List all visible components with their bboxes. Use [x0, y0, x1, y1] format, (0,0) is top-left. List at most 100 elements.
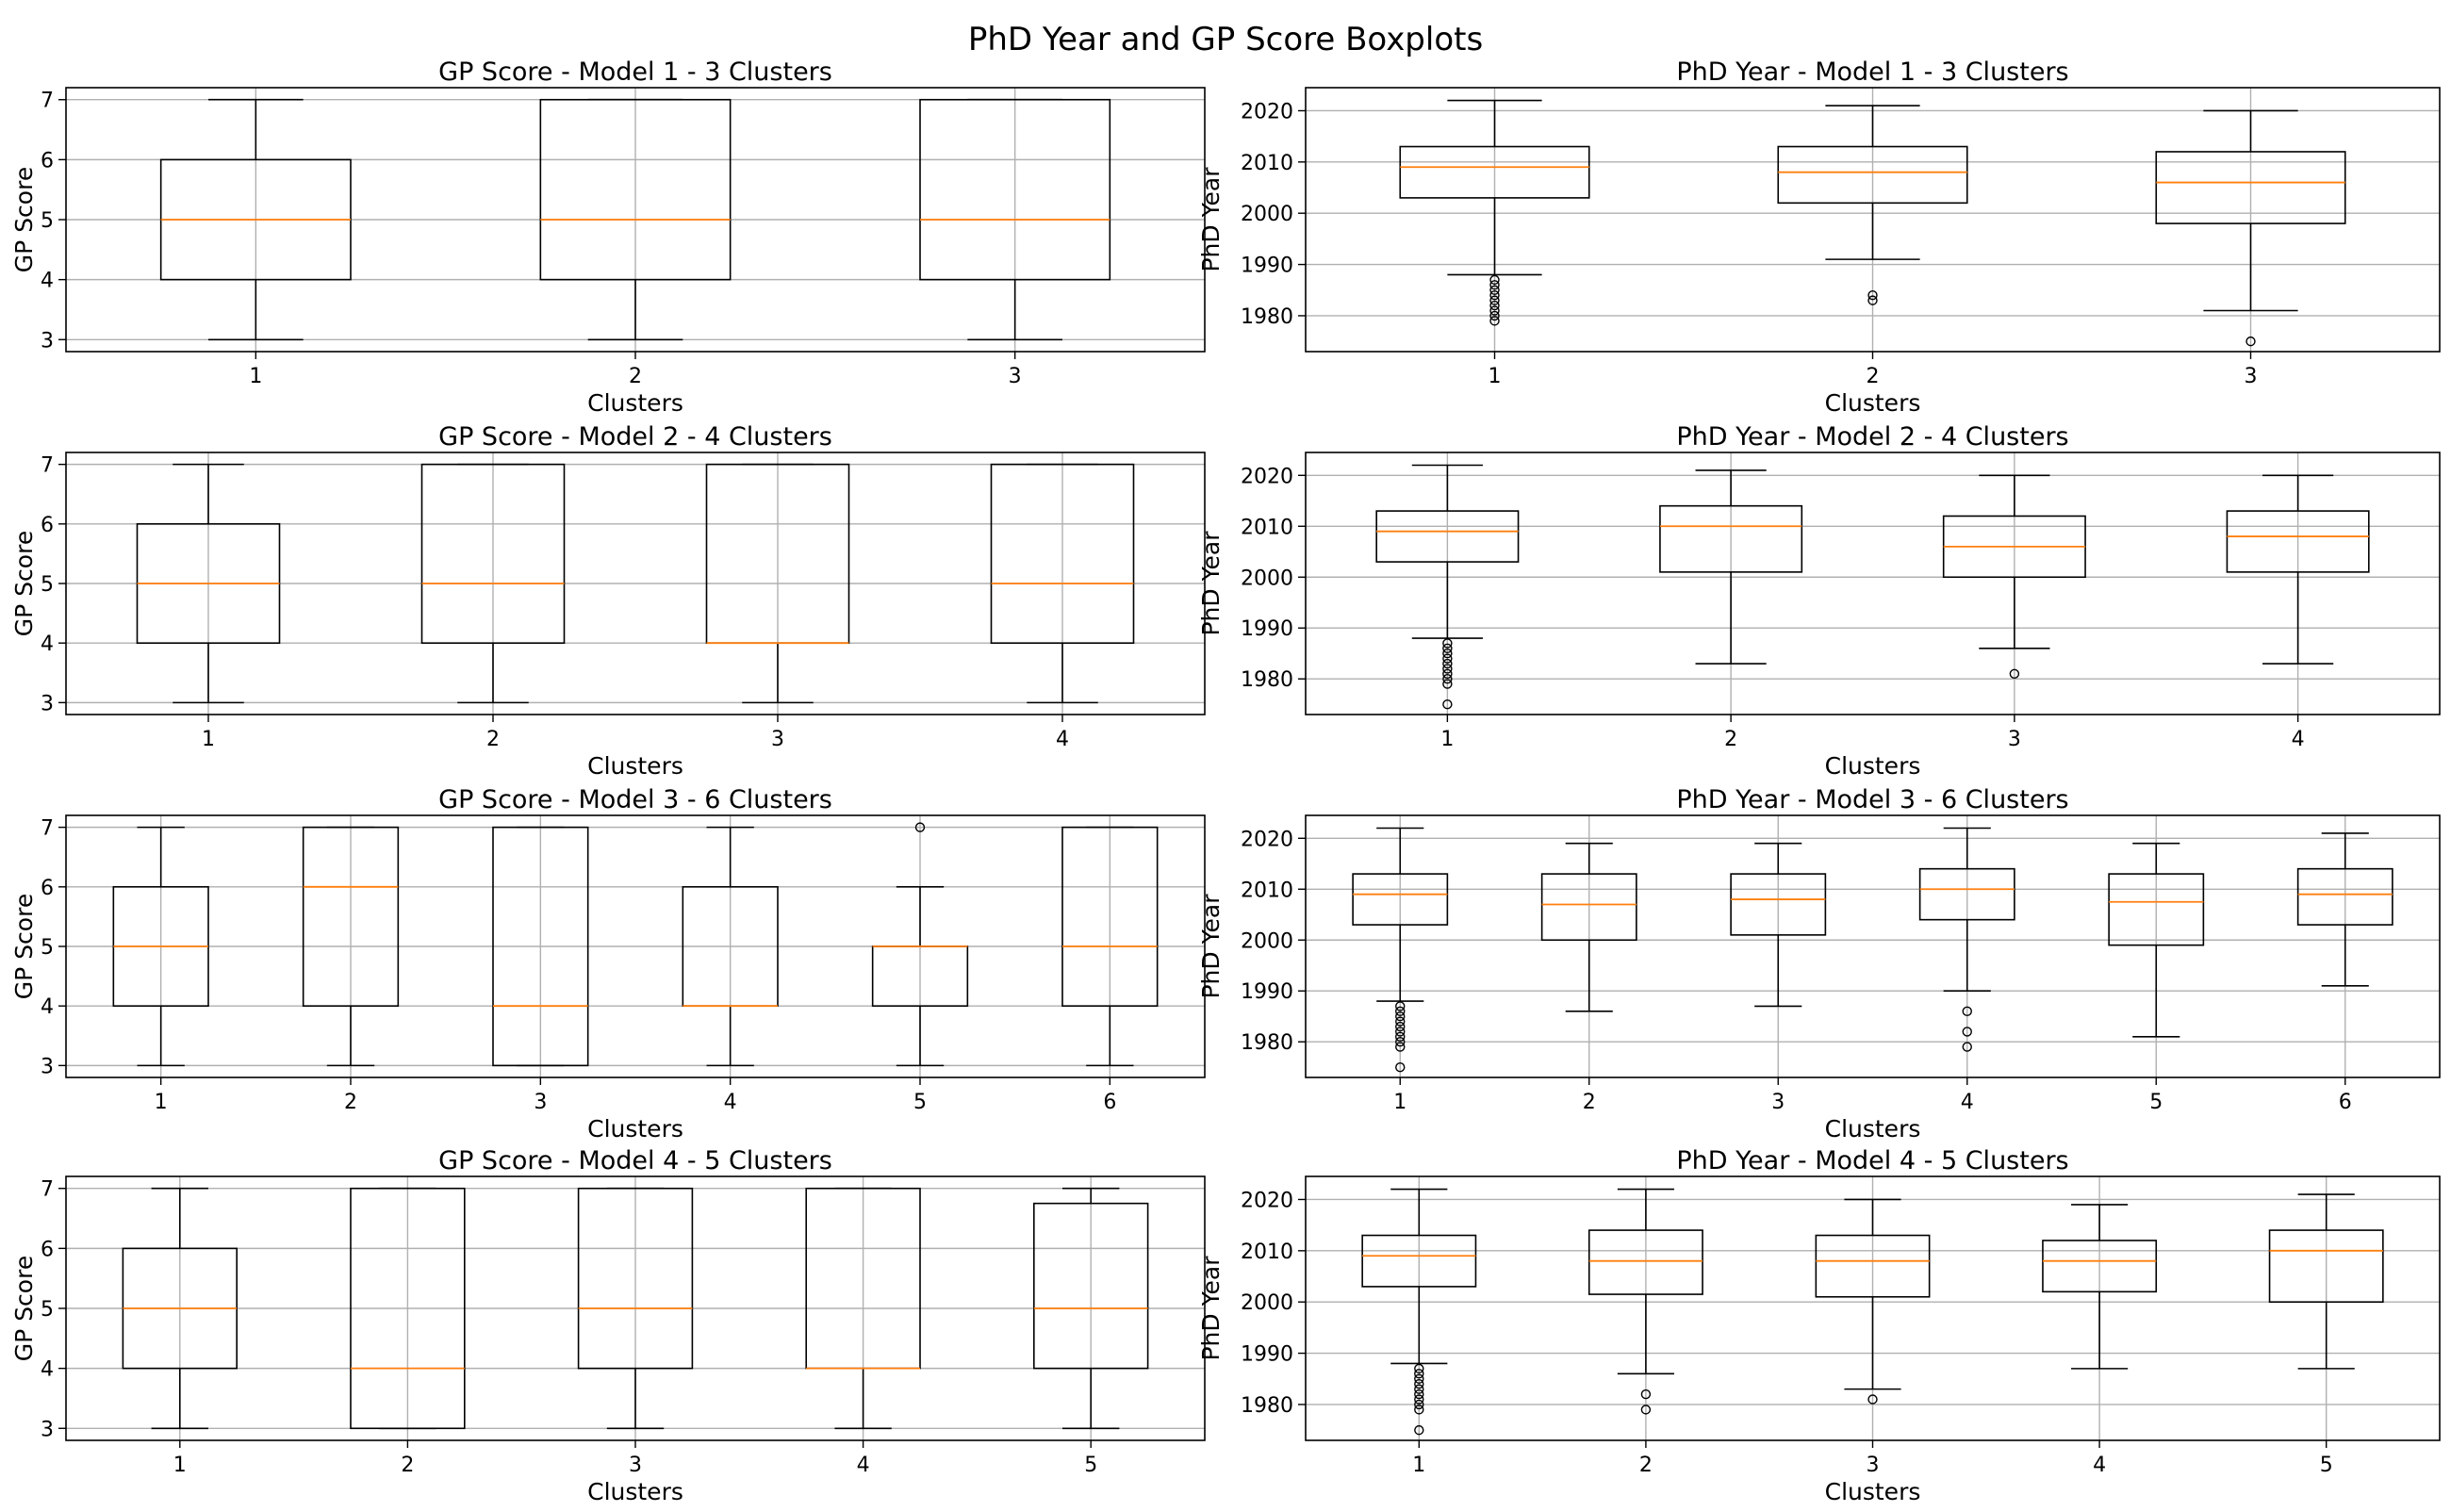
box — [2155, 151, 2346, 224]
x-tick-label: 4 — [724, 1091, 737, 1114]
x-tick-label: 1 — [1440, 728, 1454, 751]
outlier-point — [1414, 1378, 1424, 1389]
outlier-point — [1867, 1394, 1878, 1405]
outlier-point — [1489, 300, 1500, 311]
outlier-point — [1442, 638, 1453, 649]
box — [492, 826, 589, 1067]
box-cluster-3 — [1815, 1198, 1931, 1405]
outlier-point — [1640, 1405, 1652, 1415]
box — [577, 1187, 694, 1370]
outlier-point — [1962, 1006, 1972, 1017]
outlier-point — [1962, 1027, 1972, 1037]
box-cluster-4 — [2042, 1204, 2158, 1370]
box-cluster-3 — [1730, 842, 1827, 1008]
box — [2108, 873, 2205, 946]
y-tick-label: 3 — [41, 1055, 54, 1078]
outlier-point — [2245, 336, 2256, 347]
outlier-point — [1395, 1062, 1406, 1073]
y-tick-label: 4 — [41, 270, 54, 293]
x-tick-label: 6 — [2339, 1091, 2352, 1114]
box-cluster-1 — [1361, 1188, 1477, 1436]
box-cluster-2 — [1659, 469, 1803, 665]
y-tick-label: 2010 — [1241, 152, 1293, 175]
chart-panel-7: 3 4 5 6 7 1 2 3 4 5 GP Score - Model 4 - 5 Cluster… — [10, 1146, 1206, 1505]
chart-panel-5: 3 4 5 6 7 1 2 3 4 5 6 GP Score - Model 3 - 6 Cluste… — [10, 785, 1206, 1142]
y-tick-label: 6 — [41, 1238, 54, 1261]
box — [1352, 873, 1449, 926]
outlier-point — [1414, 1369, 1424, 1379]
chart-title: PhD Year - Model 3 - 6 Clusters — [1676, 785, 2068, 814]
y-tick-label: 7 — [41, 817, 54, 841]
x-axis-label: Clusters — [1825, 1115, 1921, 1142]
box-cluster-5 — [2268, 1193, 2384, 1370]
x-tick-label: 1 — [202, 728, 215, 751]
y-axis-label: GP Score — [10, 531, 38, 636]
chart-title: PhD Year - Model 2 - 4 Clusters — [1676, 422, 2068, 452]
figure-title: PhD Year and GP Score Boxplots — [967, 21, 1484, 58]
y-tick-label: 1990 — [1241, 255, 1293, 278]
box — [2268, 1229, 2384, 1304]
box-cluster-2 — [1777, 105, 1968, 305]
y-tick-label: 7 — [41, 454, 54, 478]
outlier-point — [914, 822, 926, 832]
box-cluster-1 — [136, 463, 281, 704]
box-cluster-1 — [159, 98, 352, 341]
x-tick-label: 1 — [1393, 1091, 1406, 1114]
outlier-point — [1395, 1031, 1406, 1043]
y-tick-label: 2000 — [1241, 567, 1293, 590]
chart-title: PhD Year - Model 4 - 5 Clusters — [1676, 1146, 2068, 1175]
box-cluster-1 — [1375, 464, 1520, 710]
outlier-point — [1867, 295, 1878, 305]
x-tick-label: 4 — [2093, 1454, 2106, 1477]
chart-title: GP Score - Model 2 - 4 Clusters — [438, 422, 832, 452]
outlier-point — [1442, 699, 1453, 710]
x-tick-label: 5 — [2320, 1454, 2333, 1477]
y-tick-label: 3 — [41, 1418, 54, 1441]
chart-panel-6: 1980 1990 2000 2010 2020 1 2 3 4 5 6 PhD Year - Mod… — [1197, 785, 2441, 1142]
y-tick-label: 5 — [41, 936, 54, 960]
box-cluster-4 — [805, 1187, 921, 1430]
x-tick-label: 2 — [1639, 1454, 1653, 1477]
box-cluster-3 — [705, 463, 850, 704]
y-axis-label: GP Score — [10, 894, 38, 999]
x-tick-label: 3 — [1009, 365, 1022, 388]
y-tick-label: 1980 — [1241, 305, 1293, 329]
outlier-point — [1489, 305, 1500, 316]
box — [1361, 1234, 1477, 1288]
outlier-point — [1442, 649, 1453, 659]
outlier-point — [1414, 1384, 1424, 1394]
box — [1061, 826, 1159, 1007]
outlier-point — [2009, 668, 2020, 680]
x-tick-label: 5 — [913, 1091, 927, 1114]
y-axis-label: GP Score — [10, 167, 38, 272]
box-cluster-3 — [492, 826, 589, 1067]
y-axis-label: GP Score — [10, 1256, 38, 1361]
outlier-point — [1414, 1394, 1424, 1405]
box-cluster-4 — [682, 826, 779, 1067]
box-cluster-2 — [1540, 842, 1637, 1012]
x-axis-label: Clusters — [587, 752, 683, 780]
outlier-point — [1442, 643, 1453, 654]
outlier-point — [1414, 1405, 1424, 1415]
y-tick-label: 1980 — [1241, 1031, 1293, 1055]
y-tick-label: 7 — [41, 90, 54, 113]
chart-panel-4: 1980 1990 2000 2010 2020 1 2 3 4 PhD Year - Model… — [1197, 422, 2441, 780]
outlier-point — [1489, 285, 1500, 295]
outlier-point — [1414, 1373, 1424, 1384]
box-cluster-5 — [2108, 842, 2205, 1038]
outlier-point — [1442, 658, 1453, 669]
box-cluster-1 — [112, 826, 209, 1067]
y-tick-label: 1980 — [1241, 1394, 1293, 1418]
y-tick-label: 4 — [41, 633, 54, 656]
box-cluster-5 — [871, 822, 969, 1067]
outlier-point — [1395, 1021, 1406, 1032]
x-tick-label: 5 — [2149, 1091, 2163, 1114]
chart-panel-1: 3 4 5 6 7 1 2 3 GP Score - Model 1 - 3 Clusters C… — [10, 58, 1206, 417]
box — [539, 98, 732, 281]
box-cluster-3 — [1942, 474, 2086, 680]
y-tick-label: 1990 — [1241, 1343, 1293, 1367]
box-cluster-1 — [1399, 99, 1590, 326]
y-tick-label: 2020 — [1241, 1189, 1293, 1212]
